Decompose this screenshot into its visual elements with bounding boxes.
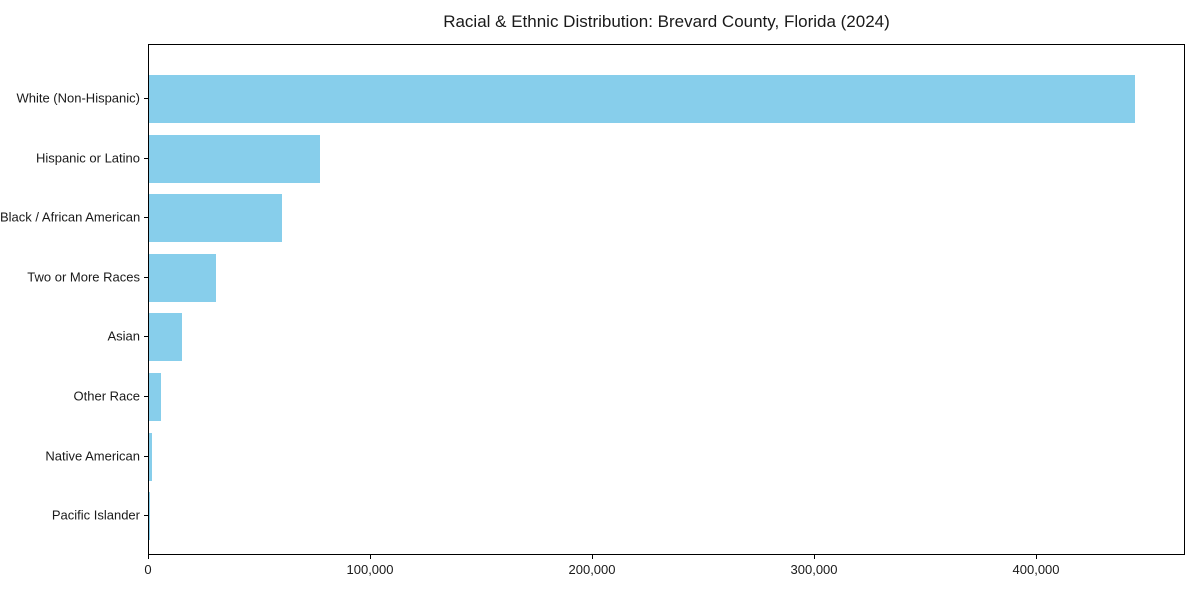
y-tick-mark bbox=[144, 157, 148, 159]
y-tick-mark bbox=[144, 336, 148, 338]
y-tick-mark bbox=[144, 217, 148, 219]
bar-other-race bbox=[149, 373, 162, 421]
x-tick-mark bbox=[1036, 555, 1038, 559]
bar-pacific-islander bbox=[149, 492, 150, 541]
x-tick-mark bbox=[814, 555, 816, 559]
bar-hispanic-or-latino bbox=[149, 134, 320, 183]
x-tick-label-100-000: 100,000 bbox=[346, 562, 394, 577]
y-tick-mark bbox=[144, 98, 148, 99]
y-tick-label-two-or-more-races: Two or More Races bbox=[27, 269, 140, 285]
y-tick-label-other-race: Other Race bbox=[73, 388, 140, 404]
x-tick-label-0: 0 bbox=[144, 562, 152, 577]
plot-area bbox=[148, 44, 1185, 555]
x-tick-label-300-000: 300,000 bbox=[790, 562, 838, 577]
x-tick-mark bbox=[148, 555, 149, 559]
y-tick-label-native-american: Native American bbox=[45, 448, 140, 464]
bar-two-or-more-races bbox=[149, 253, 216, 302]
bar-black-african-american bbox=[149, 194, 283, 243]
y-tick-label-white-non-hispanic: White (Non-Hispanic) bbox=[16, 90, 140, 106]
y-tick-label-pacific-islander: Pacific Islander bbox=[51, 507, 140, 523]
y-tick-mark bbox=[144, 515, 148, 517]
bar-native-american bbox=[149, 432, 153, 481]
y-tick-mark bbox=[144, 276, 148, 278]
x-tick-label-200-000: 200,000 bbox=[568, 562, 616, 577]
y-tick-label-asian: Asian bbox=[107, 328, 140, 344]
chart-title: Racial & Ethnic Distribution: Brevard Co… bbox=[443, 12, 890, 31]
bar-asian bbox=[149, 313, 183, 362]
x-tick-label-400-000: 400,000 bbox=[1012, 562, 1060, 577]
y-tick-label-hispanic-or-latino: Hispanic or Latino bbox=[35, 150, 140, 166]
y-tick-mark bbox=[144, 455, 148, 457]
bar-white-non-hispanic bbox=[149, 75, 1135, 123]
x-tick-mark bbox=[370, 555, 371, 559]
y-tick-mark bbox=[144, 396, 148, 397]
y-tick-label-black-african-american: Black / African American bbox=[0, 209, 141, 225]
x-tick-mark bbox=[592, 555, 593, 559]
